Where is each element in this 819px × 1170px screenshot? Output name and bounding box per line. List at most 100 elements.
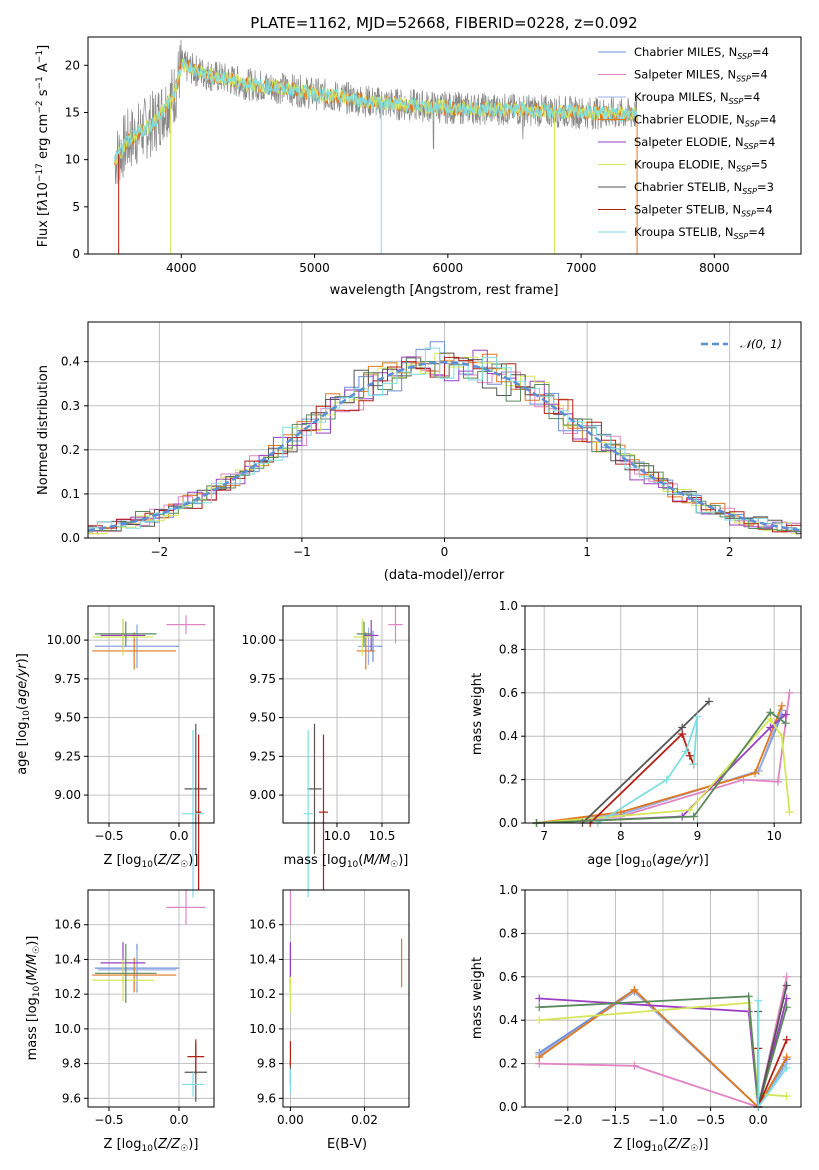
x-tick-label: 0.02 (351, 1113, 378, 1127)
x-tick-label: 0.00 (277, 1113, 304, 1127)
panel-frame (524, 605, 802, 824)
x-tick-label: 7000 (566, 261, 597, 275)
weight-series (589, 732, 695, 824)
wAge-ylabel: mass weight (470, 673, 485, 755)
x-tick-label: 10.5 (369, 829, 396, 843)
histogram (88, 347, 801, 531)
y-tick-label: 0.2 (61, 443, 80, 457)
y-tick-label: 9.25 (249, 749, 276, 763)
legend-subscript: SSP (741, 210, 756, 219)
weight-marker (535, 994, 544, 1003)
x-tick-label: 5000 (299, 261, 330, 275)
y-tick-label: 1.0 (499, 883, 518, 897)
legend-value: =4 (760, 113, 777, 127)
ageZ-xlabel: Z [log10(Z/Z☉)] (104, 853, 199, 870)
weight-marker (782, 1063, 791, 1072)
ageM-xlabel: mass [log10(M/M☉)] (284, 853, 409, 870)
weight-marker (535, 1053, 544, 1062)
spectrum-xlabel: wavelength [Angstrom, rest frame] (330, 283, 559, 298)
residuals-xlabel: (data-model)/error (384, 568, 505, 583)
legend-subscript: SSP (729, 97, 744, 106)
ageZ-ylabel: age [log10(age/yr)] (15, 653, 32, 775)
weight-marker (705, 697, 713, 706)
weight-marker (689, 812, 698, 821)
y-tick-label: 0 (72, 247, 80, 261)
x-tick-label: 8000 (699, 261, 730, 275)
residuals-ylabel: Normed distribution (36, 365, 51, 495)
legend-label: Chabrier STELIB, NSSP=3 (634, 180, 774, 196)
wAge-xlabel: age [log10(age/yr)] (587, 853, 709, 870)
legend-value: =4 (756, 203, 773, 217)
panel-frame (87, 889, 215, 1108)
spectrum-panel: PLATE=1162, MJD=52668, FIBERID=0228, z=0… (35, 14, 802, 298)
y-tick-label: 0.4 (499, 729, 518, 743)
weight-series (536, 717, 791, 824)
x-tick-label: −1 (293, 545, 311, 559)
x-tick-label: 7 (540, 829, 548, 843)
y-tick-label: 10 (65, 153, 80, 167)
legend-subscript: SSP (736, 75, 751, 84)
x-tick-label: −1.5 (601, 1113, 630, 1127)
x-tick-label: 4000 (166, 261, 197, 275)
x-tick-label: 0.0 (169, 1113, 188, 1127)
y-tick-label: 9.75 (249, 672, 276, 686)
legend-subscript: SSP (742, 187, 757, 196)
legend-label: Salpeter MILES, NSSP=4 (634, 68, 768, 84)
mass-vs-metallicity-panel: −0.5 0.0 9.6 9.8 10.0 10.2 10.4 10.6 (54, 889, 215, 1127)
y-tick-label: 10.6 (54, 918, 81, 932)
x-tick-label: 8 (617, 829, 625, 843)
mZ-xlabel: Z [log10(Z/Z☉)] (104, 1137, 199, 1154)
y-tick-label: 1.0 (499, 599, 518, 613)
weight-marker (782, 1003, 791, 1012)
residuals-ticks: −2 −1 0 1 2 0.0 0.1 0.2 0.3 0.4 (61, 355, 734, 559)
mE-xlabel: E(B-V) (327, 1137, 367, 1152)
legend-value: =4 (743, 90, 760, 104)
y-tick-label: 0.6 (499, 686, 518, 700)
panel-frame (282, 889, 410, 1108)
weight-marker (678, 730, 687, 739)
x-tick-label: −2 (150, 545, 168, 559)
y-tick-label: 10.4 (54, 952, 81, 966)
legend-label: Salpeter STELIB, NSSP=4 (634, 203, 773, 219)
y-tick-label: 0.4 (499, 1013, 518, 1027)
y-tick-label: 9.8 (62, 1057, 81, 1071)
weight-marker (781, 719, 790, 728)
y-tick-label: 9.00 (54, 788, 81, 802)
legend-value: =5 (751, 158, 768, 172)
weight-marker (630, 1061, 639, 1070)
spectrum-clipped (114, 39, 638, 254)
weight-marker (782, 981, 791, 990)
x-tick-label: −0.5 (94, 829, 123, 843)
y-tick-label: 9.25 (54, 749, 81, 763)
y-tick-label: 10.2 (249, 987, 276, 1001)
residuals-panel: −2 −1 0 1 2 0.0 0.1 0.2 0.3 0.4 (data-model)/erro… (36, 321, 802, 583)
y-tick-label: 10.0 (249, 1022, 276, 1036)
y-tick-label: 15 (65, 105, 80, 119)
weight-vs-age-panel: 7 8 9 10 0.0 0.2 0.4 0.6 0.8 1.0 (499, 599, 802, 843)
legend-label: Kroupa MILES, NSSP=4 (634, 90, 760, 106)
legend-subscript: SSP (734, 232, 749, 241)
legend-label: Chabrier MILES, NSSP=4 (634, 45, 769, 61)
legend-label: Chabrier ELODIE, NSSP=4 (634, 113, 776, 129)
weight-marker (777, 701, 786, 710)
legend-subscript: SSP (744, 142, 759, 151)
y-tick-label: 9.00 (249, 788, 276, 802)
weight-series (539, 976, 788, 1109)
wZ-xlabel: Z [log10(Z/Z☉)] (614, 1137, 709, 1154)
weight-marker (689, 760, 698, 769)
weight-marker (785, 688, 794, 697)
spectrum-ticks: 4000 5000 6000 7000 8000 0 5 10 15 20 (65, 58, 730, 275)
y-tick-label: 0.4 (61, 355, 80, 369)
y-tick-label: 10.4 (249, 952, 276, 966)
wZ-ylabel: mass weight (470, 957, 485, 1039)
y-tick-label: 9.8 (257, 1057, 276, 1071)
weight-marker (774, 777, 782, 786)
legend-value: =4 (752, 45, 769, 59)
x-tick-label: 0.0 (169, 829, 188, 843)
x-tick-label: 0 (441, 545, 449, 559)
y-tick-label: 0.2 (499, 1057, 518, 1071)
age-vs-mass-panel: 10.0 10.5 9.00 9.25 9.50 9.75 10.00 (242, 605, 410, 898)
observed-spectrum (114, 39, 638, 185)
x-tick-label: 10.0 (324, 829, 351, 843)
panel-frame (87, 605, 215, 824)
